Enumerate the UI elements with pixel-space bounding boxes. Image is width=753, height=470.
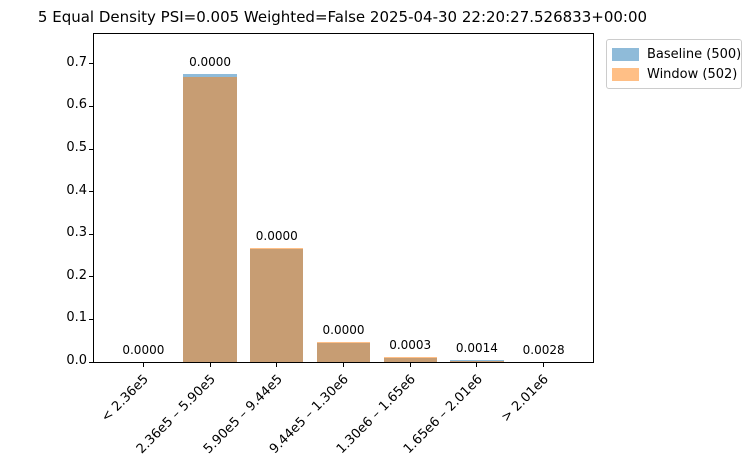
y-tick-label: 0.6	[66, 97, 87, 113]
y-tick	[89, 233, 93, 235]
bar-value-annotation: 0.0003	[389, 337, 432, 352]
bar-value-annotation: 0.0000	[322, 323, 365, 338]
y-tick-label: 0.0	[66, 353, 87, 368]
bar-window	[450, 361, 504, 362]
bar-value-annotation: 0.0000	[122, 343, 165, 357]
bar-window	[250, 247, 304, 362]
y-tick-label: 0.5	[66, 140, 87, 155]
y-tick-label: 0.1	[66, 310, 87, 326]
chart-title: 5 Equal Density PSI=0.005 Weighted=False…	[37, 8, 648, 26]
y-tick	[89, 148, 93, 150]
legend: Baseline (500) Window (502)	[606, 39, 742, 89]
y-tick-label: 0.3	[66, 225, 87, 241]
x-tick-label: < 2.36e5	[98, 372, 152, 426]
x-tick	[142, 363, 144, 367]
y-tick	[89, 63, 93, 65]
legend-swatch-icon	[612, 67, 639, 81]
legend-label: Baseline (500)	[647, 46, 742, 62]
bar-window	[183, 77, 237, 362]
y-tick-label: 0.2	[66, 267, 87, 283]
y-tick-label: 0.4	[66, 182, 87, 198]
bar-value-annotation: 0.0000	[189, 55, 232, 70]
bar-baseline	[450, 359, 504, 362]
bar-value-annotation: 0.0014	[455, 340, 498, 355]
y-tick	[89, 276, 93, 278]
y-tick-label: 0.7	[66, 54, 87, 70]
legend-entry: Window (502)	[612, 64, 738, 84]
x-tick	[409, 363, 411, 367]
bar-window	[316, 342, 371, 362]
y-tick	[89, 361, 93, 363]
y-tick	[89, 318, 93, 320]
bar-window	[383, 356, 437, 362]
x-tick	[209, 363, 211, 367]
x-tick-label: > 2.01e6	[499, 372, 553, 426]
x-tick	[543, 363, 545, 367]
bar-value-annotation: 0.0028	[522, 343, 565, 357]
x-tick	[343, 363, 344, 367]
bar-value-annotation: 0.0000	[255, 228, 298, 243]
x-tick	[476, 363, 478, 367]
y-tick	[89, 191, 93, 193]
legend-label: Window (502)	[647, 66, 738, 82]
legend-entry: Baseline (500)	[612, 44, 741, 64]
x-tick	[276, 363, 278, 367]
plot-area: 0.0 0.1 0.2 0.3 0.4 0.5 0.6 0.7 0.0000 < 2.36e5 0.…	[66, 33, 594, 457]
y-tick	[89, 105, 93, 107]
legend-swatch-icon	[612, 47, 639, 61]
